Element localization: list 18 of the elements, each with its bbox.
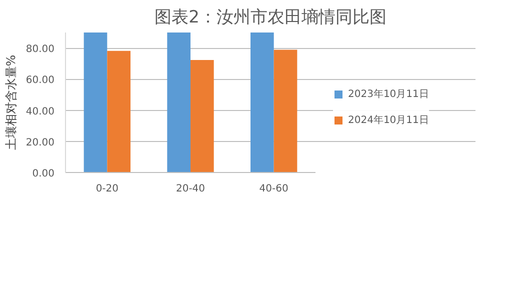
bar	[190, 60, 214, 172]
legend-label: 2023年10月11日	[348, 88, 429, 101]
y-tick-label: 20.00	[26, 137, 55, 148]
y-axis-title: 土壤相对含水量%	[4, 54, 18, 150]
bar	[84, 32, 108, 172]
bar	[167, 32, 190, 172]
y-tick-label: 80.00	[26, 44, 55, 56]
x-tick-label: 20-40	[176, 184, 206, 194]
x-tick-label: 0-20	[96, 184, 119, 194]
y-tick-label: 40.00	[26, 106, 55, 118]
chart-title: 图表2：汝州市农田墒情同比图	[154, 8, 386, 28]
legend-label: 2024年10月11日	[348, 114, 429, 127]
x-tick-label: 40-60	[259, 184, 288, 194]
bar	[274, 50, 298, 172]
bar	[107, 50, 130, 172]
y-tick-label: 0.00	[32, 168, 54, 180]
bar	[250, 32, 274, 172]
y-tick-label: 60.00	[26, 75, 55, 86]
